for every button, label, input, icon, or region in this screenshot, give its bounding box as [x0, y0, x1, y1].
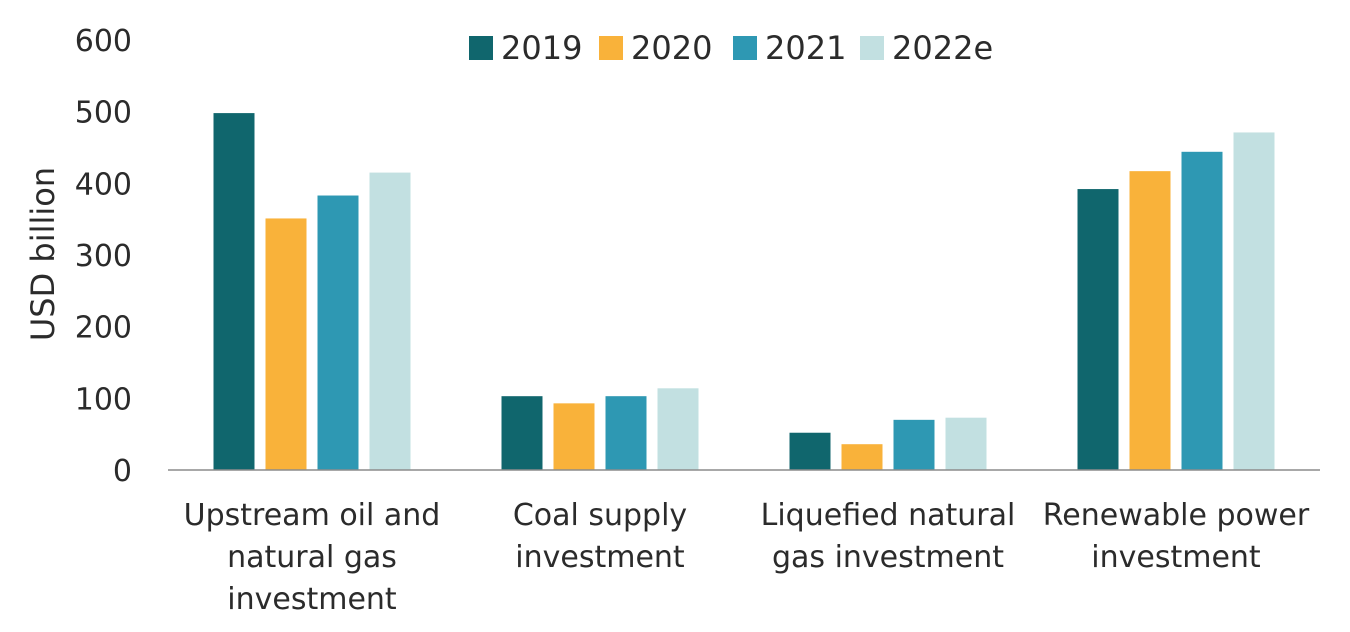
- y-tick-label: 300: [75, 239, 132, 274]
- bar-2021-cat-2: [893, 419, 935, 470]
- bar-2019-cat-1: [501, 396, 543, 470]
- y-tick-label: 0: [113, 454, 132, 489]
- legend-label-2020: 2020: [631, 29, 712, 67]
- bar-2019-cat-2: [789, 432, 831, 470]
- legend-swatch-2021: [733, 36, 757, 60]
- legend: 2019 2020 2021 2022e: [469, 29, 993, 67]
- y-tick-label: 400: [75, 167, 132, 202]
- bar-2019-cat-3: [1077, 189, 1119, 471]
- bar-2021-cat-3: [1181, 151, 1223, 471]
- bar-2021-cat-0: [317, 195, 359, 470]
- bar-2020-cat-1: [553, 403, 595, 470]
- y-axis-title: USD billion: [24, 167, 62, 341]
- bar-series: [213, 113, 1275, 471]
- bar-2022e-cat-2: [945, 417, 987, 470]
- bar-2022e-cat-0: [369, 172, 411, 471]
- legend-label-2021: 2021: [765, 29, 846, 67]
- y-tick-label: 200: [75, 311, 132, 346]
- bar-2019-cat-0: [213, 113, 255, 470]
- category-labels: Upstream oil and natural gas investment Coa…: [184, 498, 1310, 617]
- bar-2021-cat-1: [605, 396, 647, 470]
- bar-2020-cat-2: [841, 444, 883, 470]
- y-tick-label: 500: [75, 96, 132, 131]
- bar-2020-cat-3: [1129, 171, 1171, 470]
- legend-label-2022e: 2022e: [892, 29, 993, 67]
- x-category-label: Renewable power investment: [1043, 498, 1310, 575]
- x-category-label: Upstream oil and natural gas investment: [184, 498, 441, 617]
- y-tick-label: 600: [75, 24, 132, 59]
- legend-swatch-2022e: [860, 36, 884, 60]
- bar-2022e-cat-1: [657, 388, 699, 470]
- x-category-label: Liquefied natural gas investment: [761, 498, 1016, 575]
- y-tick-label: 100: [75, 382, 132, 417]
- bar-2022e-cat-3: [1233, 132, 1275, 470]
- x-category-label: Coal supply investment: [513, 498, 687, 575]
- legend-swatch-2019: [469, 36, 493, 60]
- legend-swatch-2020: [599, 36, 623, 60]
- bar-2020-cat-0: [265, 218, 307, 470]
- y-axis-ticks: 0 100 200 300 400 500 600: [75, 24, 132, 489]
- legend-label-2019: 2019: [501, 29, 582, 67]
